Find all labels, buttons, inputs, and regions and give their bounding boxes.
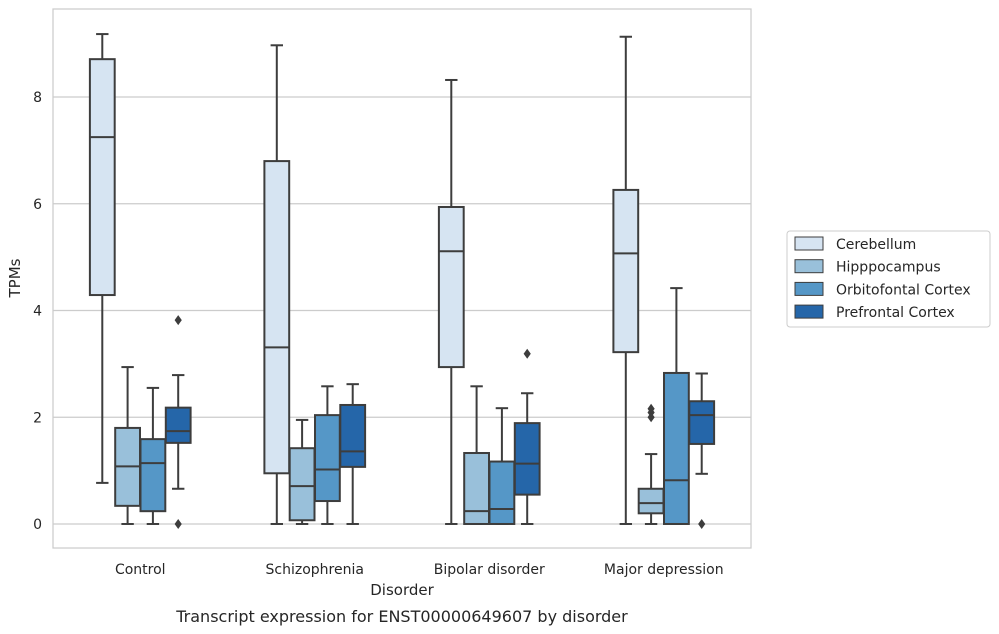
box-4-2 [339, 383, 367, 525]
box-1-4 [612, 35, 640, 525]
x-axis-label: Disorder [370, 581, 434, 599]
box-3-3 [488, 407, 516, 525]
legend-frame [786, 230, 991, 328]
box-2-4 [637, 403, 665, 525]
box-body [139, 438, 167, 513]
legend-label: Cerebellum [836, 237, 916, 253]
box-3-2 [314, 385, 341, 525]
box-body [263, 160, 291, 475]
box-body [288, 447, 316, 522]
box-2-3 [463, 385, 490, 525]
x-tick-label: Control [115, 562, 166, 578]
box-4-4 [688, 372, 716, 529]
y-tick-label: 6 [33, 197, 42, 213]
box-4-1 [164, 315, 192, 529]
legend: Cerebellum Hipppocampus Orbitofontal Corte… [786, 230, 991, 328]
y-tick-label: 4 [33, 304, 42, 320]
legend-swatch [794, 236, 824, 251]
box-body [612, 188, 640, 354]
box-body [437, 205, 465, 369]
box-4-3 [513, 348, 541, 525]
x-tick-labels: Control Schizophrenia Bipolar disorder Majo… [115, 562, 724, 578]
box-body [164, 406, 192, 444]
y-tick-labels: 0 2 4 6 8 [33, 90, 42, 533]
x-tick-label: Major depression [604, 562, 724, 578]
legend-label: Orbitofontal Cortex [836, 282, 971, 298]
legend-item: Orbitofontal Cortex [794, 281, 971, 298]
box-body [688, 400, 716, 445]
box-1-3 [437, 78, 465, 525]
box-2-2 [288, 418, 316, 525]
outlier-point [174, 315, 182, 326]
legend-item: Cerebellum [794, 236, 916, 253]
box-body [513, 422, 541, 496]
y-tick-label: 0 [33, 517, 42, 533]
chart-caption: Transcript expression for ENST0000064960… [175, 607, 628, 626]
legend-swatch [794, 259, 824, 274]
outlier-point [647, 403, 655, 414]
boxes [88, 33, 716, 529]
box-1-2 [263, 44, 291, 525]
y-axis-label: TPMs [6, 258, 24, 298]
legend-item: Hipppocampus [794, 259, 941, 276]
box-2-1 [114, 366, 141, 525]
box-body [314, 414, 341, 503]
box-body [663, 371, 690, 525]
box-1-1 [88, 33, 116, 484]
outlier-point [523, 348, 531, 359]
legend-item: Prefrontal Cortex [794, 304, 955, 321]
y-tick-label: 8 [33, 90, 42, 106]
box-3-1 [139, 386, 167, 525]
legend-label: Hipppocampus [836, 260, 941, 276]
box-body [637, 487, 665, 515]
outlier-point [698, 518, 706, 529]
x-tick-label: Bipolar disorder [434, 562, 545, 578]
legend-swatch [794, 281, 824, 296]
box-body [339, 403, 367, 468]
box-body [488, 460, 516, 525]
box-body [463, 452, 490, 525]
box-3-4 [663, 287, 690, 525]
legend-swatch [794, 304, 824, 319]
y-tick-label: 2 [33, 410, 42, 426]
x-tick-label: Schizophrenia [266, 562, 364, 578]
outlier-point [174, 518, 182, 529]
legend-label: Prefrontal Cortex [836, 305, 955, 321]
box-body [88, 58, 116, 297]
